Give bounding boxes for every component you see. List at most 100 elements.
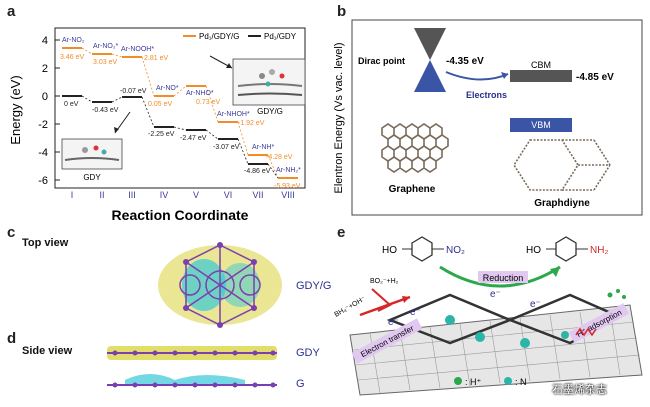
panel-b-ylabel: Elentron Energy (Vs vac. level) xyxy=(333,42,345,193)
step-VII: VII xyxy=(252,190,263,200)
orange-series xyxy=(62,47,298,179)
cbm-energy: -4.85 eV xyxy=(576,72,614,83)
species-ar-nh2: Ar-NH₂* xyxy=(276,167,301,174)
graphdiyne-lattice xyxy=(513,139,611,191)
ytick-minus6: -6 xyxy=(38,175,48,187)
legend-pd1-gdy-g: Pd₁/GDY/G xyxy=(199,32,240,41)
legend: Pd₁/GDY/G Pd₁/GDY xyxy=(183,32,297,41)
step-I: I xyxy=(71,190,74,200)
top-view-structure xyxy=(158,242,282,328)
product-molecule xyxy=(546,236,588,262)
graphene-sheet xyxy=(349,304,643,396)
y-ticks xyxy=(55,39,60,181)
cbm-band xyxy=(510,70,572,82)
species-ar-nho: Ar-NHO* xyxy=(186,90,214,97)
energy-minus428: -4.28 eV xyxy=(266,154,293,161)
energy-303: 3.03 eV xyxy=(93,59,117,66)
electron-1: e⁻ xyxy=(388,317,399,328)
graphene-label: Graphene xyxy=(389,184,436,195)
energy-346: 3.46 eV xyxy=(60,54,84,61)
panel-letter-d: d xyxy=(7,330,17,347)
energy-073: 0.73 eV xyxy=(196,99,220,106)
energy-005: 0.05 eV xyxy=(148,101,172,108)
species-ar-no2-ads: Ar-NO₂* xyxy=(93,43,119,50)
x-axis-label: Reaction Coordinate xyxy=(112,207,249,223)
reduction-arrow xyxy=(439,265,561,288)
reduction-label: Reduction xyxy=(483,273,524,283)
side-view-label: Side view xyxy=(22,345,73,357)
step-IV: IV xyxy=(160,190,169,200)
electron-arrow xyxy=(445,71,509,81)
reactant-no2: NO₂ xyxy=(446,245,465,256)
dirac-energy: -4.35 eV xyxy=(446,56,484,67)
energy-0: 0 eV xyxy=(64,101,79,108)
legend-h-dot xyxy=(454,377,462,385)
black-series xyxy=(62,95,268,165)
vbm-label: VBM xyxy=(531,120,551,130)
ytick-4: 4 xyxy=(42,35,48,47)
species-ar-nhoh: Ar-NHOH* xyxy=(217,111,250,118)
step-VI: VI xyxy=(224,190,233,200)
panel-letter-a: a xyxy=(7,3,16,20)
energy-minus593: -5.93 eV xyxy=(274,183,301,190)
energy-minus486: -4.86 eV xyxy=(244,168,271,175)
energy-minus225: -2.25 eV xyxy=(148,131,175,138)
bo2-label: BO₂⁻+H₂ xyxy=(370,278,399,285)
watermark: 石墨烯杂志 xyxy=(552,383,607,396)
energy-minus007: -0.07 eV xyxy=(120,88,147,95)
dirac-cone xyxy=(414,28,446,92)
legend-n-dot xyxy=(504,377,512,385)
legend-h: : H⁺ xyxy=(465,377,482,387)
step-V: V xyxy=(193,190,199,200)
electrons-label: Electrons xyxy=(466,90,507,100)
band-alignment-panel: Elentron Energy (Vs vac. level) Dirac po… xyxy=(333,19,643,216)
inset-gdy-g-label: GDY/G xyxy=(257,107,283,116)
side-view-structure xyxy=(107,346,277,388)
inset-gdy-g: GDY/G xyxy=(232,58,306,116)
inset-gdy-label: GDY xyxy=(83,173,101,182)
graphdiyne-label: Graphdiyne xyxy=(534,198,590,209)
graphene-lattice xyxy=(381,123,449,173)
plot-frame xyxy=(54,27,306,189)
electron-4: e⁻ xyxy=(530,299,541,310)
product-nh2: NH₂ xyxy=(590,245,608,256)
panel-letter-c: c xyxy=(7,224,16,241)
energy-minus247: -2.47 eV xyxy=(180,135,207,142)
species-ar-nooh: Ar-NOOH* xyxy=(121,46,154,53)
inset-gdy: GDY xyxy=(61,138,123,182)
y-axis-label: Energy (eV) xyxy=(8,75,23,144)
species-ar-no2: Ar-NO₂ xyxy=(62,37,85,44)
gdy-g-label: GDY/G xyxy=(296,280,332,292)
step-III: III xyxy=(128,190,136,200)
electron-2: e⁻ xyxy=(410,307,421,318)
ytick-0: 0 xyxy=(42,91,48,103)
ytick-minus4: -4 xyxy=(38,147,48,159)
legend-pd1-gdy: Pd₁/GDY xyxy=(264,32,297,41)
n-atoms xyxy=(445,315,569,348)
panel-b-frame xyxy=(351,19,643,216)
energy-minus192: -1.92 eV xyxy=(238,120,265,127)
ytick-2: 2 xyxy=(42,63,48,75)
species-ar-nh: Ar-NH* xyxy=(252,144,274,151)
step-II: II xyxy=(99,190,104,200)
reduction-box xyxy=(478,271,528,283)
product-ho: HO xyxy=(526,245,541,256)
electron-transfer-arrow xyxy=(359,295,411,317)
reactant-molecule xyxy=(402,236,444,262)
vbm-band xyxy=(510,118,572,132)
reactant-ho: HO xyxy=(382,245,397,256)
step-VIII: VIII xyxy=(281,190,295,200)
legend-n: : N xyxy=(515,377,527,387)
electron-3: e⁻ xyxy=(490,289,501,300)
mechanism-panel: HO NO₂ HO NH₂ Reduction BH₄⁻+OH⁻ BO₂⁻+H₂… xyxy=(334,236,643,396)
panel-letter-b: b xyxy=(337,3,347,20)
dirac-point-label: Dirac point xyxy=(358,56,405,66)
gdy-label: GDY xyxy=(296,347,320,359)
species-ar-no: Ar-NO* xyxy=(156,85,179,92)
g-label: G xyxy=(296,378,305,390)
ytick-minus2: -2 xyxy=(38,119,48,131)
energy-281: 2.81 eV xyxy=(144,55,168,62)
cbm-label: CBM xyxy=(531,60,551,70)
energy-profile-panel: 4 2 0 -2 -4 -6 Energy (eV) Reaction Coor… xyxy=(8,27,306,223)
